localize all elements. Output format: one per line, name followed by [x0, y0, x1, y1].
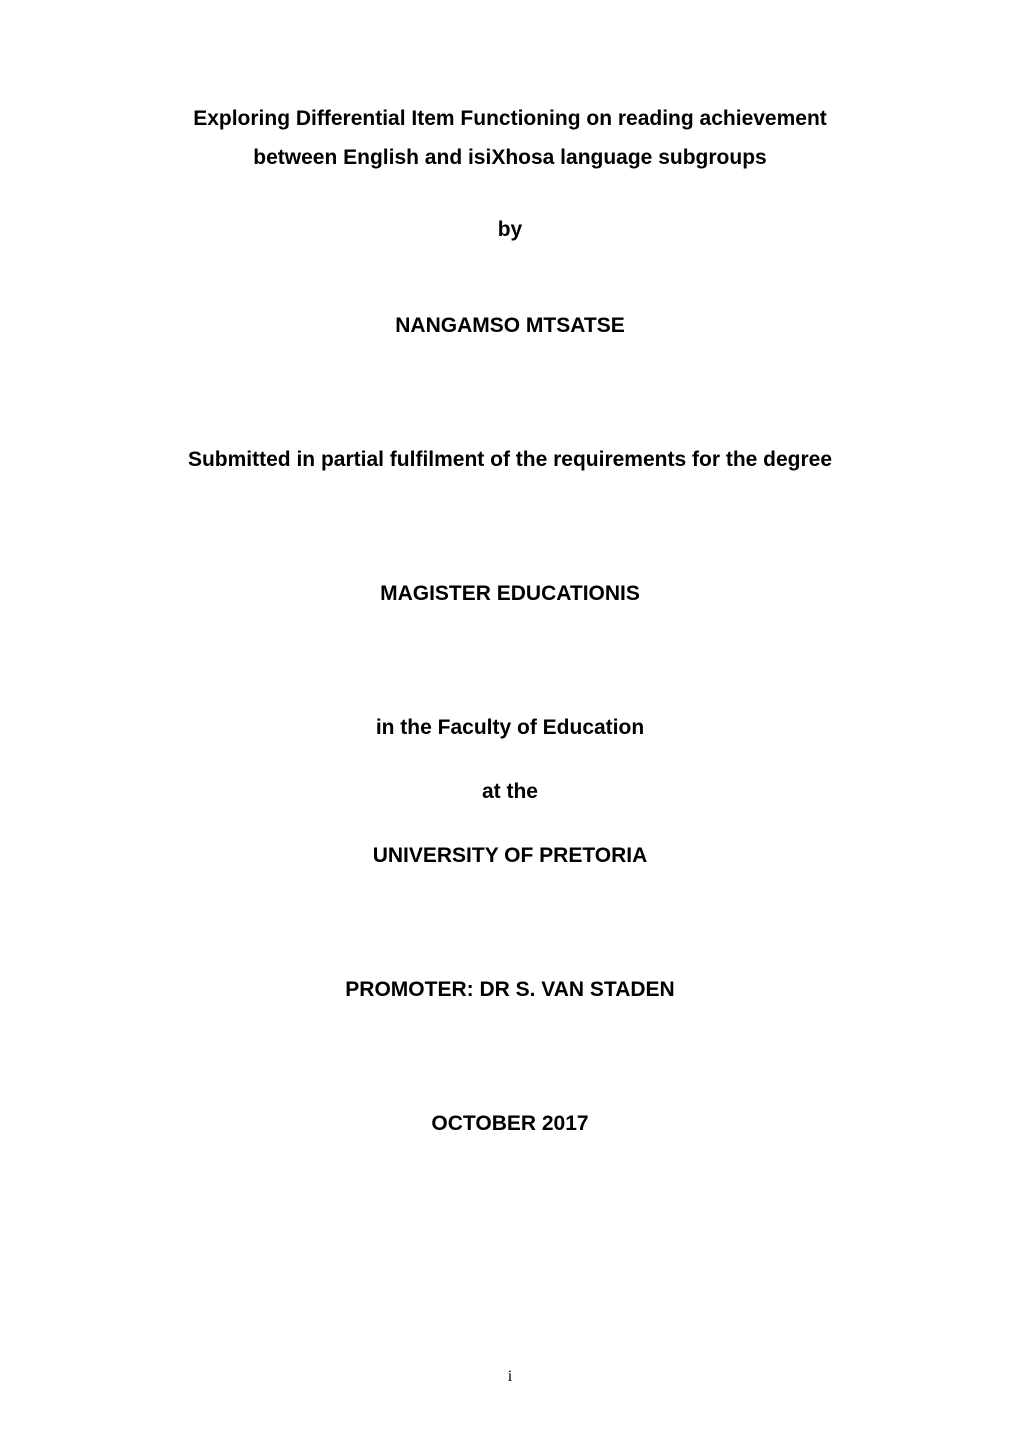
- promoter-line: PROMOTER: DR S. VAN STADEN: [120, 978, 900, 1002]
- by-label: by: [120, 218, 900, 242]
- title-line-2: between English and isiXhosa language su…: [120, 139, 900, 178]
- title-block: Exploring Differential Item Functioning …: [120, 100, 900, 178]
- at-label: at the: [120, 780, 900, 804]
- submission-line: Submitted in partial fulfilment of the r…: [120, 448, 900, 472]
- title-line-1: Exploring Differential Item Functioning …: [120, 100, 900, 139]
- author-name: NANGAMSO MTSATSE: [120, 314, 900, 338]
- date-line: OCTOBER 2017: [120, 1112, 900, 1136]
- degree-name: MAGISTER EDUCATIONIS: [120, 582, 900, 606]
- faculty-line: in the Faculty of Education: [120, 716, 900, 740]
- thesis-title-page: Exploring Differential Item Functioning …: [0, 0, 1020, 1442]
- page-number: i: [0, 1368, 1020, 1386]
- university-name: UNIVERSITY OF PRETORIA: [120, 844, 900, 868]
